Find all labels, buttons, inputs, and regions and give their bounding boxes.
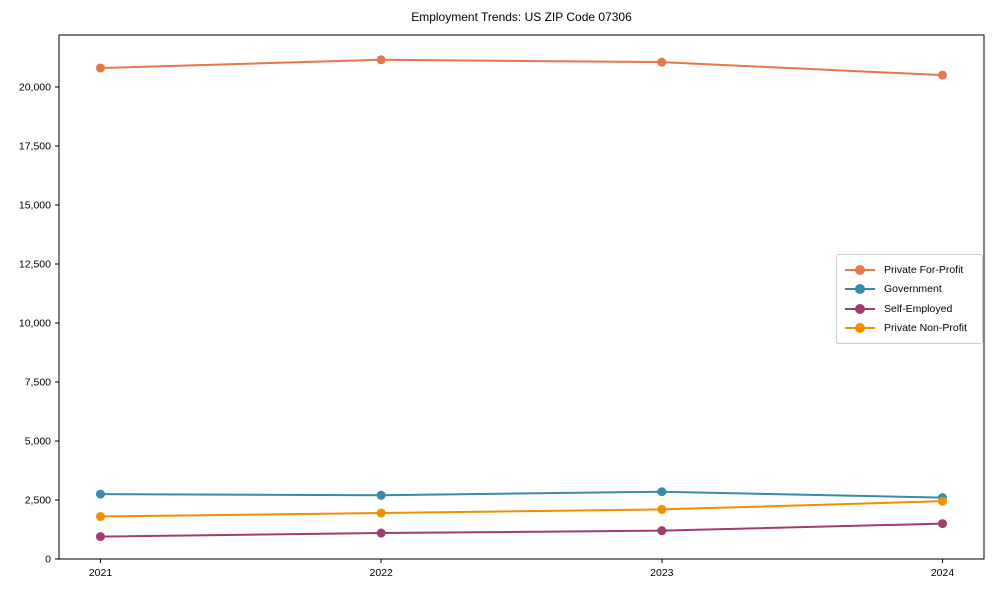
legend-label: Government [884, 283, 942, 296]
series-line-government [99, 490, 944, 499]
y-axis-tick-label: 0 [45, 554, 51, 566]
legend-line-marker-icon [845, 284, 875, 295]
series-line-self-employed [99, 522, 944, 538]
data-point-self-employed [657, 526, 667, 536]
legend-label: Private For-Profit [884, 263, 964, 276]
y-axis-tick-label: 20,000 [19, 81, 51, 93]
data-point-government [376, 490, 386, 500]
data-point-private-non-profit [96, 512, 105, 522]
data-point-private-for-profit [96, 63, 105, 73]
x-axis-tick-label: 2024 [931, 567, 955, 579]
y-axis-tick-label: 2,500 [25, 494, 51, 506]
data-point-government [657, 487, 667, 497]
y-axis-tick-label: 17,500 [19, 140, 51, 152]
data-point-government [96, 489, 105, 499]
y-axis-tick-label: 7,500 [25, 376, 51, 388]
legend-item-private-non-profit: Private Non-Profit [844, 319, 974, 339]
y-axis-tick-label: 15,000 [19, 199, 51, 211]
y-axis-tick-label: 5,000 [25, 435, 51, 447]
legend-item-private-for-profit: Private For-Profit [844, 260, 974, 280]
legend-item-government: Government [844, 280, 974, 300]
axes-box [58, 34, 985, 560]
legend-line-marker-icon [845, 323, 875, 334]
chart-legend: Private For-Profit Government Self-Employe… [836, 254, 983, 344]
data-point-private-non-profit [657, 504, 667, 514]
data-point-private-for-profit [376, 55, 386, 65]
legend-label: Private Non-Profit [884, 322, 967, 335]
x-axis-tick-label: 2021 [89, 567, 113, 579]
legend-line-marker-icon [845, 264, 875, 275]
y-axis-tick-label: 12,500 [19, 258, 51, 270]
data-point-private-non-profit [938, 496, 947, 506]
legend-line-marker-icon [845, 303, 875, 314]
y-axis-tick-label: 10,000 [19, 317, 51, 329]
data-point-self-employed [96, 532, 105, 542]
x-axis-tick-label: 2022 [369, 567, 393, 579]
series-line-private-for-profit [99, 58, 944, 77]
chart-title: Employment Trends: US ZIP Code 07306 [411, 10, 632, 24]
legend-label: Self-Employed [884, 302, 953, 315]
data-point-private-for-profit [938, 70, 947, 80]
data-point-private-for-profit [657, 57, 667, 67]
x-axis-tick-label: 2023 [650, 567, 674, 579]
data-point-self-employed [938, 519, 947, 529]
legend-item-self-employed: Self-Employed [844, 299, 974, 319]
data-point-private-non-profit [376, 508, 386, 518]
series-line-private-non-profit [99, 500, 944, 518]
data-point-self-employed [376, 528, 386, 538]
